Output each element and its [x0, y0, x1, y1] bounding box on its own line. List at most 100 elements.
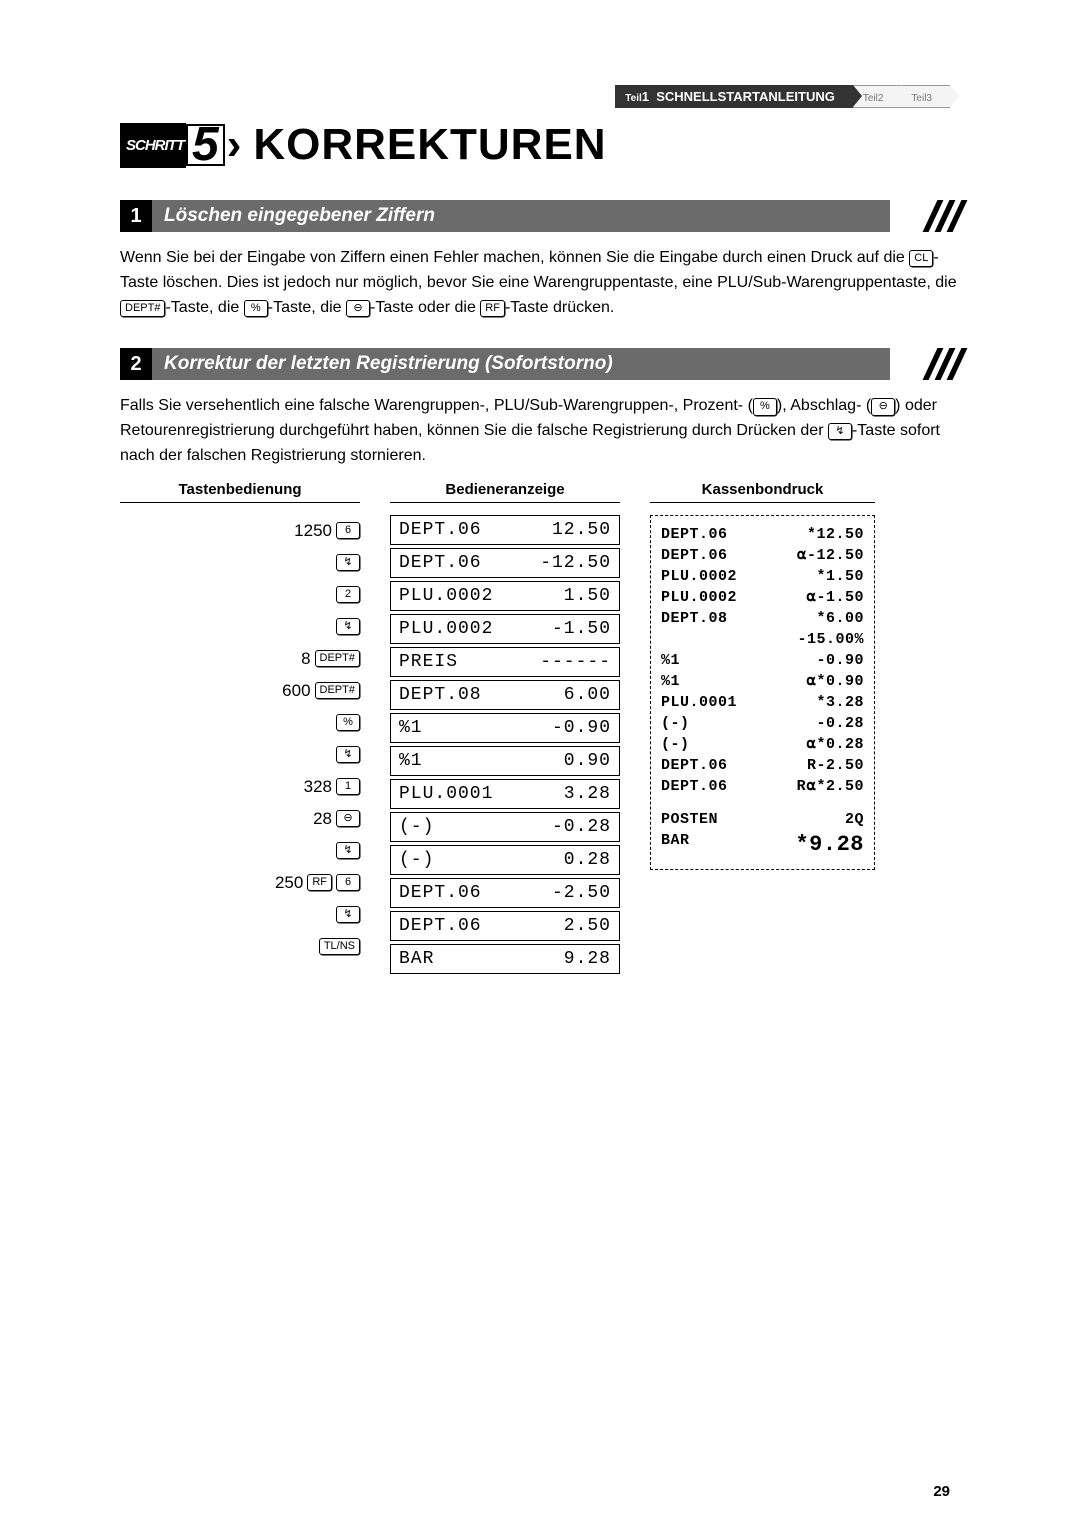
display-value: 0.28	[564, 850, 611, 870]
key-row: TL/NS	[275, 931, 360, 963]
receipt-footer-value: 2Q	[845, 809, 864, 830]
receipt-footer-value: *9.28	[795, 830, 864, 861]
display-row: BAR9.28	[390, 944, 620, 974]
display-value: ------	[540, 652, 611, 672]
receipt-row: DEPT.06 R⍺*2.50	[661, 776, 864, 797]
keycap-icon: ↯	[336, 618, 360, 635]
section-1-tail	[890, 200, 960, 232]
column-receipt: Kassenbondruck DEPT.06 *12.50DEPT.06⍺-12.…	[650, 481, 875, 870]
receipt-footer-label: BAR	[661, 830, 690, 861]
receipt-box: DEPT.06 *12.50DEPT.06⍺-12.50PLU.0002 *1.50…	[650, 515, 875, 870]
display-value: 12.50	[552, 520, 611, 540]
section-1-title: Löschen eingegebener Ziffern	[152, 200, 890, 232]
keycap-icon: ↯	[336, 554, 360, 571]
receipt-row: PLU.0001*3.28	[661, 692, 864, 713]
display-row: PLU.00013.28	[390, 779, 620, 809]
key-row: ↯	[275, 611, 360, 643]
bc-prefix: Teil	[625, 93, 641, 104]
receipt-row: PLU.0002⍺-1.50	[661, 587, 864, 608]
rf-key-icon: RF	[480, 300, 505, 317]
display-row: DEPT.06-12.50	[390, 548, 620, 578]
receipt-value: *1.50	[816, 566, 864, 587]
receipt-label: PLU.0002	[661, 566, 737, 587]
display-label: DEPT.08	[399, 685, 482, 705]
receipt-label: %1	[661, 671, 680, 692]
section-1-head: 1 Löschen eingegebener Ziffern	[120, 200, 960, 232]
receipt-row: DEPT.06R-2.50	[661, 755, 864, 776]
display-label: %1	[399, 718, 423, 738]
s2-text-b: ), Abschlag- (	[777, 397, 871, 414]
key-row-prefix: 328	[304, 777, 332, 797]
receipt-value: *3.28	[816, 692, 864, 713]
display-value: -0.28	[552, 817, 611, 837]
receipt-label: DEPT.08	[661, 608, 728, 629]
s1-text-c: -Taste, die	[165, 299, 243, 316]
section-2-title: Korrektur der letzten Registrierung (Sof…	[152, 348, 890, 380]
key-row: 2	[275, 579, 360, 611]
step-title: KORREKTUREN	[253, 120, 606, 170]
section-2-num: 2	[120, 348, 152, 380]
display-value: 6.00	[564, 685, 611, 705]
chevron-icon: ›	[227, 120, 242, 170]
receipt-row: (-)⍺*0.28	[661, 734, 864, 755]
receipt-value: -0.28	[816, 713, 864, 734]
display-label: (-)	[399, 850, 434, 870]
s1-text-f: -Taste drücken.	[505, 299, 614, 316]
receipt-value: -0.90	[816, 650, 864, 671]
receipt-value: -15.00%	[797, 629, 864, 650]
key-row-prefix: 250	[275, 873, 303, 893]
keycap-icon: 6	[336, 874, 360, 891]
display-label: BAR	[399, 949, 434, 969]
receipt-row: DEPT.06 *12.50	[661, 524, 864, 545]
key-row: 3281	[275, 771, 360, 803]
bc2-label: Teil2	[863, 93, 884, 104]
receipt-row: %1⍺*0.90	[661, 671, 864, 692]
keycap-icon: 2	[336, 586, 360, 603]
keycap-icon: 1	[336, 778, 360, 795]
receipt-label: (-)	[661, 713, 690, 734]
display-row: DEPT.0612.50	[390, 515, 620, 545]
void-key-icon: ↯	[828, 423, 852, 440]
display-label: DEPT.06	[399, 553, 482, 573]
keycap-icon: ⊖	[336, 810, 360, 827]
receipt-value: *12.50	[807, 524, 864, 545]
step-number: 5	[186, 124, 225, 166]
keycap-icon: RF	[307, 874, 332, 891]
section-2-tail	[890, 348, 960, 380]
display-label: PREIS	[399, 652, 458, 672]
col-head-receipt: Kassenbondruck	[650, 481, 875, 503]
receipt-row: (-) -0.28	[661, 713, 864, 734]
key-row-prefix: 1250	[294, 521, 332, 541]
keycap-icon: DEPT#	[315, 650, 360, 667]
display-value: 0.90	[564, 751, 611, 771]
cl-key-icon: CL	[909, 250, 933, 267]
display-label: PLU.0001	[399, 784, 493, 804]
bc-num: 1	[642, 89, 649, 104]
display-row: PREIS ------	[390, 647, 620, 677]
receipt-row: DEPT.06⍺-12.50	[661, 545, 864, 566]
display-row: DEPT.08 6.00	[390, 680, 620, 710]
s1-text-d: -Taste, die	[268, 299, 346, 316]
column-keys: Tastenbedienung 12506↯2↯8DEPT#600DEPT#%↯…	[120, 481, 360, 963]
example-columns: Tastenbedienung 12506↯2↯8DEPT#600DEPT#%↯…	[120, 481, 960, 977]
display-label: PLU.0002	[399, 586, 493, 606]
keycap-icon: ↯	[336, 906, 360, 923]
key-row-prefix: 8	[301, 649, 310, 669]
display-row: (-) 0.28	[390, 845, 620, 875]
display-value: 1.50	[564, 586, 611, 606]
section-2-head: 2 Korrektur der letzten Registrierung (S…	[120, 348, 960, 380]
step-badge-label: SCHRITT	[120, 123, 186, 168]
receipt-value: R⍺*2.50	[797, 776, 864, 797]
col-head-disp: Bedieneranzeige	[390, 481, 620, 503]
key-row: %	[275, 707, 360, 739]
receipt-row: -15.00%	[661, 629, 864, 650]
bc3-label: Teil3	[911, 93, 932, 104]
page-number: 29	[933, 1483, 950, 1500]
key-row: 12506	[275, 515, 360, 547]
percent-key-icon-2: %	[753, 398, 777, 415]
display-row: %10.90	[390, 746, 620, 776]
receipt-label: DEPT.06	[661, 776, 728, 797]
key-row-prefix: 28	[313, 809, 332, 829]
receipt-label: DEPT.06	[661, 524, 728, 545]
receipt-value: *6.00	[816, 608, 864, 629]
